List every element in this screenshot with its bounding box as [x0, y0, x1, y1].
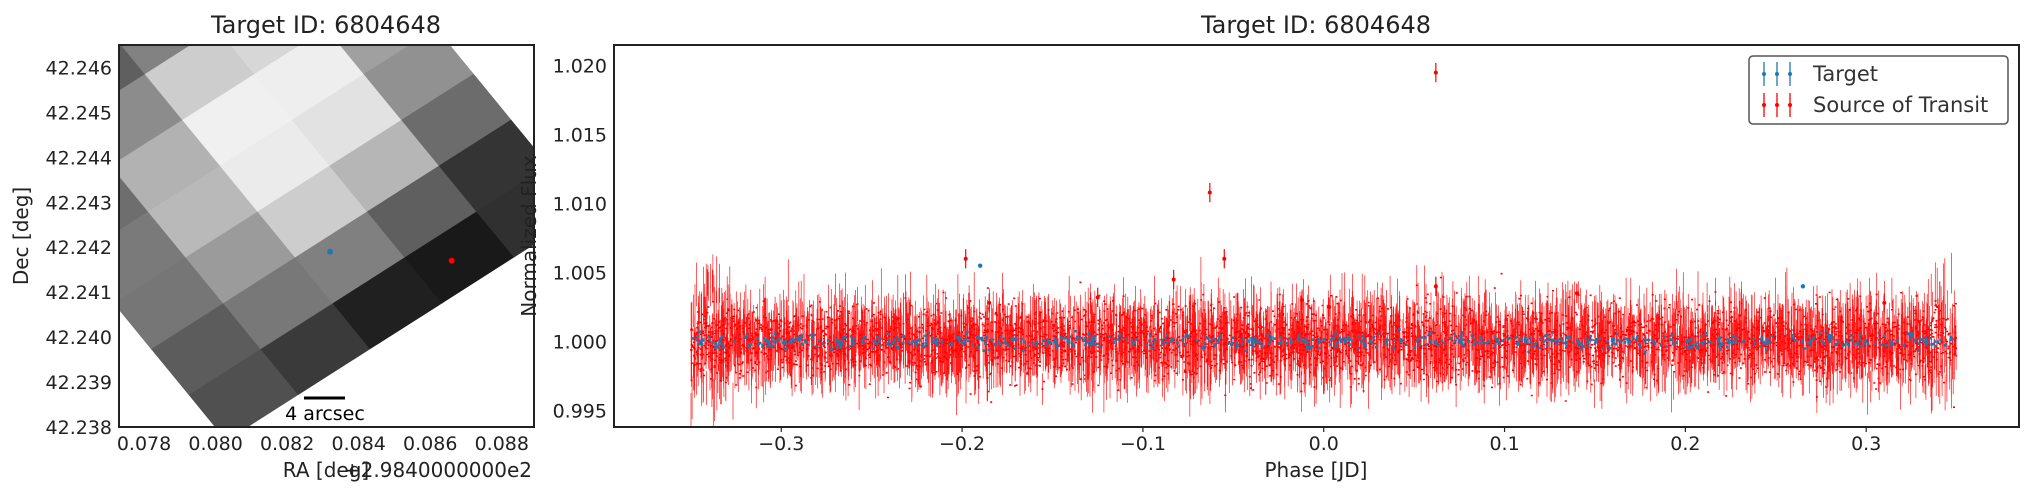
image-pixel: [475, 174, 534, 258]
target-outlier-point: [977, 263, 983, 268]
image-pixel: [119, 175, 149, 231]
image-pixel: [0, 28, 35, 120]
source-outlier-point: [1433, 284, 1438, 289]
legend-label-source: Source of Transit: [1813, 93, 1988, 117]
source-outlier-point: [1300, 298, 1305, 303]
image-y-tick-label: 42.242: [46, 237, 112, 259]
lightcurve-y-axis-label: Normalized Flux: [517, 155, 541, 317]
image-x-tick-label: 0.088: [475, 433, 529, 455]
image-x-tick-label: 0.084: [331, 433, 385, 455]
lightcurve-x-tick-label: 0.2: [1670, 433, 1700, 455]
series-target: [691, 263, 1954, 354]
image-y-tick-label: 42.246: [46, 57, 112, 79]
source-outlier-point: [1207, 190, 1212, 195]
lightcurve-y-tick-label: 1.015: [553, 125, 607, 147]
image-x-offset-label: +2.9840000000e2: [344, 458, 532, 482]
lightcurve-y-tick-label: 1.000: [553, 331, 607, 353]
image-pixel: [230, 45, 300, 75]
lightcurve-title: Target ID: 6804648: [1200, 11, 1431, 39]
lightcurve-x-axis-label: Phase [JD]: [1265, 458, 1368, 482]
image-pixel: [253, 45, 365, 120]
position-markers: [327, 248, 455, 264]
image-pixel: [119, 45, 146, 91]
lightcurve-x-tick-label: −0.2: [939, 433, 985, 455]
image-y-tick-label: 42.239: [46, 372, 112, 394]
image-x-tick-label: 0.080: [188, 433, 242, 455]
image-x-tick-label: 0.082: [260, 433, 314, 455]
image-y-tick-label: 42.244: [46, 147, 112, 169]
lightcurve-x-tick-label: 0.1: [1489, 433, 1519, 455]
image-y-ticks: 42.238 42.239 42.240 42.241 42.242 42.243 42.2…: [46, 57, 112, 439]
image-pixel: [363, 45, 474, 120]
legend-marker-source: [1762, 93, 1792, 117]
legend-marker-target: [1762, 62, 1792, 86]
image-y-axis-label: Dec [deg]: [9, 187, 33, 285]
source-outlier-point: [1095, 295, 1100, 300]
scale-bar-label: 4 arcsec: [285, 403, 365, 425]
image-pixel: [120, 45, 191, 75]
legend: Target Source of Transit: [1748, 55, 2009, 125]
lightcurve-y-tick-label: 1.020: [553, 56, 607, 78]
source-outlier-point: [1171, 277, 1176, 282]
target-position-marker: [327, 248, 334, 255]
scale-bar: 4 arcsec: [285, 396, 365, 425]
lightcurve-x-tick-label: 0.0: [1309, 433, 1339, 455]
image-pixel: [144, 45, 255, 120]
source-outlier-point: [1574, 291, 1579, 296]
source-position-marker: [448, 257, 455, 264]
source-outlier-point: [1433, 70, 1438, 75]
lightcurve-x-tick-label: −0.3: [758, 433, 804, 455]
image-title: Target ID: 6804648: [210, 11, 441, 39]
image-y-tick-label: 42.245: [46, 102, 112, 124]
image-x-axis-label: RA [deg]: [283, 458, 369, 482]
image-y-tick-label: 42.241: [46, 282, 112, 304]
legend-label-target: Target: [1812, 62, 1878, 86]
image-pixel: [339, 45, 410, 75]
image-x-tick-label: 0.086: [403, 433, 457, 455]
lightcurve-y-ticks: 0.995 1.000 1.005 1.010 1.015 1.020: [553, 56, 607, 423]
source-outlier-point: [963, 256, 968, 261]
lightcurve-x-tick-label: 0.3: [1851, 433, 1881, 455]
image-x-ticks: 0.078 0.080 0.082 0.084 0.086 0.088: [117, 433, 529, 455]
source-outlier-point: [987, 300, 992, 305]
lightcurve-y-tick-label: 0.995: [553, 400, 607, 422]
image-x-tick-label: 0.078: [117, 433, 171, 455]
source-outlier-point: [1882, 300, 1887, 305]
source-outlier-point: [1327, 305, 1332, 310]
lightcurve-panel: Target ID: 6804648 −0.3 −0.2 −0.1 0.0 0.1 0.2…: [517, 11, 2020, 482]
legend-box: [1748, 55, 2009, 125]
target-points: [691, 328, 1954, 354]
target-outlier-point: [1800, 284, 1806, 289]
pixel-image: [0, 0, 534, 427]
image-y-tick-label: 42.243: [46, 192, 112, 214]
lightcurve-y-tick-label: 1.010: [553, 194, 607, 216]
source-outlier-point: [1222, 256, 1227, 261]
image-y-tick-label: 42.238: [46, 417, 112, 439]
image-frame: [118, 44, 535, 428]
lightcurve-x-ticks: −0.3 −0.2 −0.1 0.0 0.1 0.2 0.3: [758, 427, 1881, 455]
source-points: [690, 272, 1958, 408]
lightcurve-x-tick-label: −0.1: [1120, 433, 1166, 455]
lightcurve-y-tick-label: 1.005: [553, 263, 607, 285]
series-source-of-transit: [690, 62, 1958, 427]
image-pixel: [70, 0, 180, 28]
lightcurve-frame: [613, 44, 2020, 428]
image-panel: Target ID: 6804648 4 arcsec 0.078 0.080 0.…: [0, 0, 535, 482]
image-y-tick-label: 42.240: [46, 327, 112, 349]
